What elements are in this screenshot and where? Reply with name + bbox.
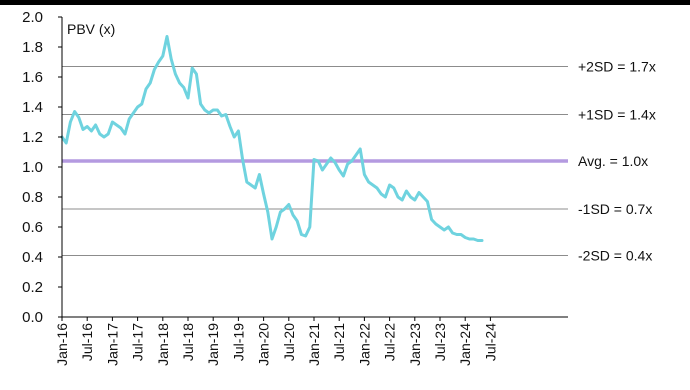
y-tick-label-8: 1.6 (22, 69, 43, 86)
x-tick-label-10: Jan-21 (306, 323, 322, 366)
pbv-series-line (60, 35, 484, 242)
x-tick-label-7: Jul-19 (230, 323, 246, 361)
x-tick-label-12: Jan-22 (356, 323, 372, 366)
y-tick-label-1: 0.2 (22, 279, 43, 296)
reference-label-4: -2SD = 0.4x (578, 248, 652, 264)
x-tick-label-0: Jan-16 (54, 323, 70, 366)
x-tick-label-9: Jul-20 (281, 323, 297, 361)
x-tick-label-6: Jan-19 (205, 323, 221, 366)
axes (58, 16, 568, 321)
y-tick-label-3: 0.6 (22, 219, 43, 236)
x-tick-label-5: Jul-18 (180, 323, 196, 361)
y-tick-label-5: 1.0 (22, 159, 43, 176)
x-tick-label-17: Jul-24 (482, 323, 498, 361)
y-tick-label-10: 2.0 (22, 9, 43, 26)
x-tick-label-3: Jul-17 (130, 323, 146, 361)
reference-label-0: +2SD = 1.7x (578, 59, 656, 75)
y-tick-labels: 0.0 0.2 0.4 0.6 0.8 1.0 1.2 1.4 1.6 1.8 2.0 (22, 9, 43, 326)
y-tick-label-0: 0.0 (22, 309, 43, 326)
y-tick-label-7: 1.4 (22, 99, 43, 116)
y-tick-label-2: 0.4 (22, 249, 43, 266)
reference-line-labels: +2SD = 1.7x +1SD = 1.4x Avg. = 1.0x -1SD = … (578, 59, 656, 264)
reference-lines (62, 66, 568, 256)
x-tick-label-14: Jan-23 (407, 323, 423, 366)
y-tick-label-6: 1.2 (22, 129, 43, 146)
x-tick-label-1: Jul-16 (79, 323, 95, 361)
reference-label-1: +1SD = 1.4x (578, 107, 656, 123)
y-tick-label-9: 1.8 (22, 39, 43, 56)
series-group (60, 35, 484, 242)
y-tick-label-4: 0.8 (22, 189, 43, 206)
x-tick-label-11: Jul-21 (331, 323, 347, 361)
x-tick-label-4: Jan-18 (155, 323, 171, 366)
x-tick-label-13: Jul-22 (382, 323, 398, 361)
reference-label-3: -1SD = 0.7x (578, 201, 652, 217)
x-tick-label-16: Jan-24 (457, 323, 473, 366)
x-tick-label-15: Jul-23 (432, 323, 448, 361)
x-tick-label-2: Jan-17 (104, 323, 120, 366)
top-rule (0, 0, 690, 5)
x-tick-label-8: Jan-20 (256, 323, 272, 366)
reference-label-2: Avg. = 1.0x (578, 153, 648, 169)
y-axis-title: PBV (x) (67, 21, 115, 37)
x-tick-labels: Jan-16 Jul-16 Jan-17 Jul-17 Jan-18 Jul-18 Jan-… (54, 323, 498, 366)
